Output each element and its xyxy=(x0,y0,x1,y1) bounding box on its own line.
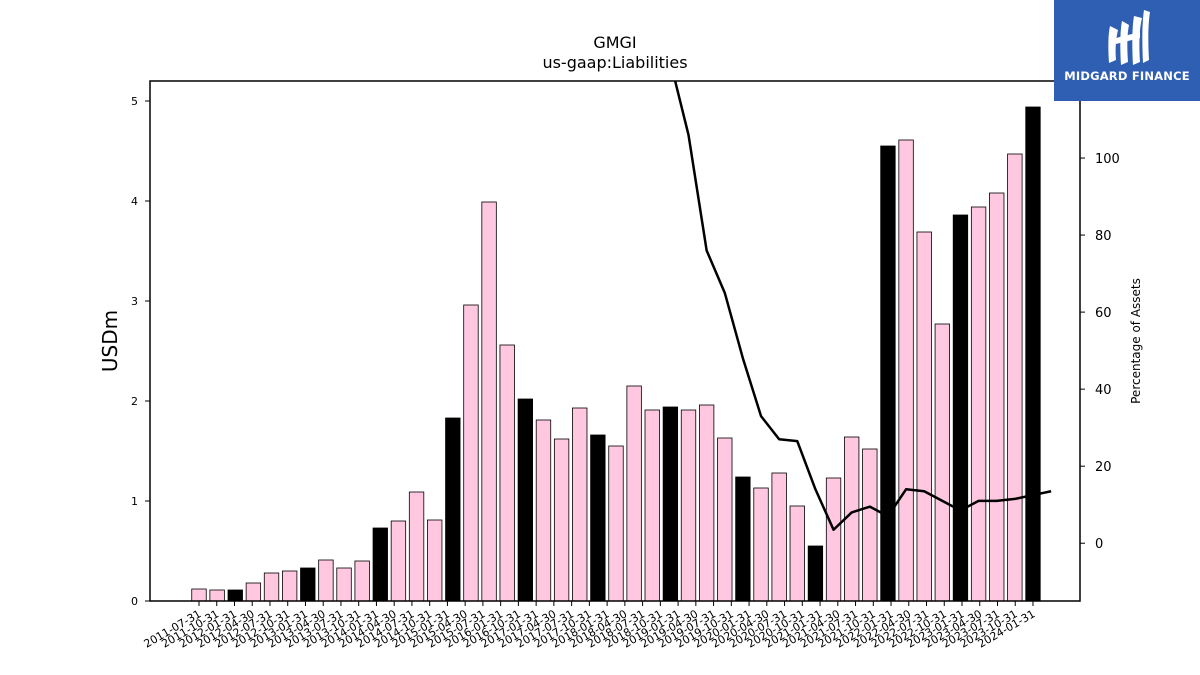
bar xyxy=(898,139,914,602)
bar xyxy=(427,519,443,602)
y2-tick-label: 20 xyxy=(1095,460,1112,475)
bar xyxy=(572,407,588,602)
bar xyxy=(916,231,932,602)
bar xyxy=(862,448,878,602)
bar xyxy=(680,409,697,602)
chart-subtitle: us-gaap:Liabilities xyxy=(542,53,687,72)
bar xyxy=(989,192,1005,602)
bar xyxy=(463,304,479,602)
y-tick-label: 0 xyxy=(131,595,138,608)
bar xyxy=(753,487,769,602)
bar xyxy=(300,567,316,602)
bar xyxy=(553,438,570,602)
bar xyxy=(209,589,225,602)
bar xyxy=(626,385,642,602)
bar xyxy=(789,505,805,602)
y-tick-label: 4 xyxy=(131,195,138,208)
y-tick-label: 1 xyxy=(131,495,138,508)
bar xyxy=(735,476,751,602)
plot-frame xyxy=(149,80,1081,602)
bar xyxy=(408,491,425,602)
bar xyxy=(517,398,533,602)
y2-tick-label: 0 xyxy=(1095,537,1103,552)
bar xyxy=(807,545,824,602)
bar xyxy=(281,570,298,602)
bar xyxy=(263,572,280,602)
bar xyxy=(390,520,407,602)
y2-axis-label: Percentage of Assets xyxy=(1129,278,1143,404)
bar xyxy=(698,404,715,602)
bar xyxy=(372,527,388,602)
y2-tick-label: 100 xyxy=(1095,152,1120,167)
bar xyxy=(1025,106,1041,602)
bar xyxy=(481,201,497,602)
bar xyxy=(844,436,860,602)
y-axis-label: USDm xyxy=(98,310,122,372)
y2-tick-label: 40 xyxy=(1095,383,1112,398)
midgard-m-logo-icon xyxy=(1108,10,1150,65)
y-tick-label: 5 xyxy=(131,95,138,108)
bar xyxy=(354,560,370,602)
bar xyxy=(608,445,624,602)
bar xyxy=(445,417,461,602)
bar xyxy=(880,145,896,602)
bar xyxy=(227,589,243,602)
bar xyxy=(825,477,842,602)
y-tick-label: 2 xyxy=(131,395,138,408)
y-tick-label: 3 xyxy=(131,295,138,308)
bar xyxy=(644,409,660,602)
bar xyxy=(952,214,969,602)
bar-series xyxy=(191,106,1041,602)
chart-title: GMGI xyxy=(593,33,636,52)
bar xyxy=(771,472,787,602)
bar xyxy=(717,437,733,602)
y2-tick-label: 60 xyxy=(1095,306,1112,321)
bar xyxy=(535,419,552,602)
brand-logo: MIDGARD FINANCE xyxy=(1054,0,1200,101)
bar xyxy=(499,344,515,602)
bar xyxy=(662,406,679,602)
bar xyxy=(318,559,334,602)
bar xyxy=(245,582,262,602)
bar xyxy=(1007,153,1023,602)
percentage-line xyxy=(673,81,1052,531)
line-series xyxy=(673,81,1052,531)
y2-tick-label: 80 xyxy=(1095,229,1112,244)
bar xyxy=(590,434,606,602)
bar xyxy=(336,567,352,602)
brand-name: MIDGARD FINANCE xyxy=(1064,69,1190,83)
bar xyxy=(970,206,987,602)
bar xyxy=(191,588,207,602)
axes: 0123450204060801002011-07-312011-10-3120… xyxy=(131,80,1120,651)
bar xyxy=(934,323,950,602)
